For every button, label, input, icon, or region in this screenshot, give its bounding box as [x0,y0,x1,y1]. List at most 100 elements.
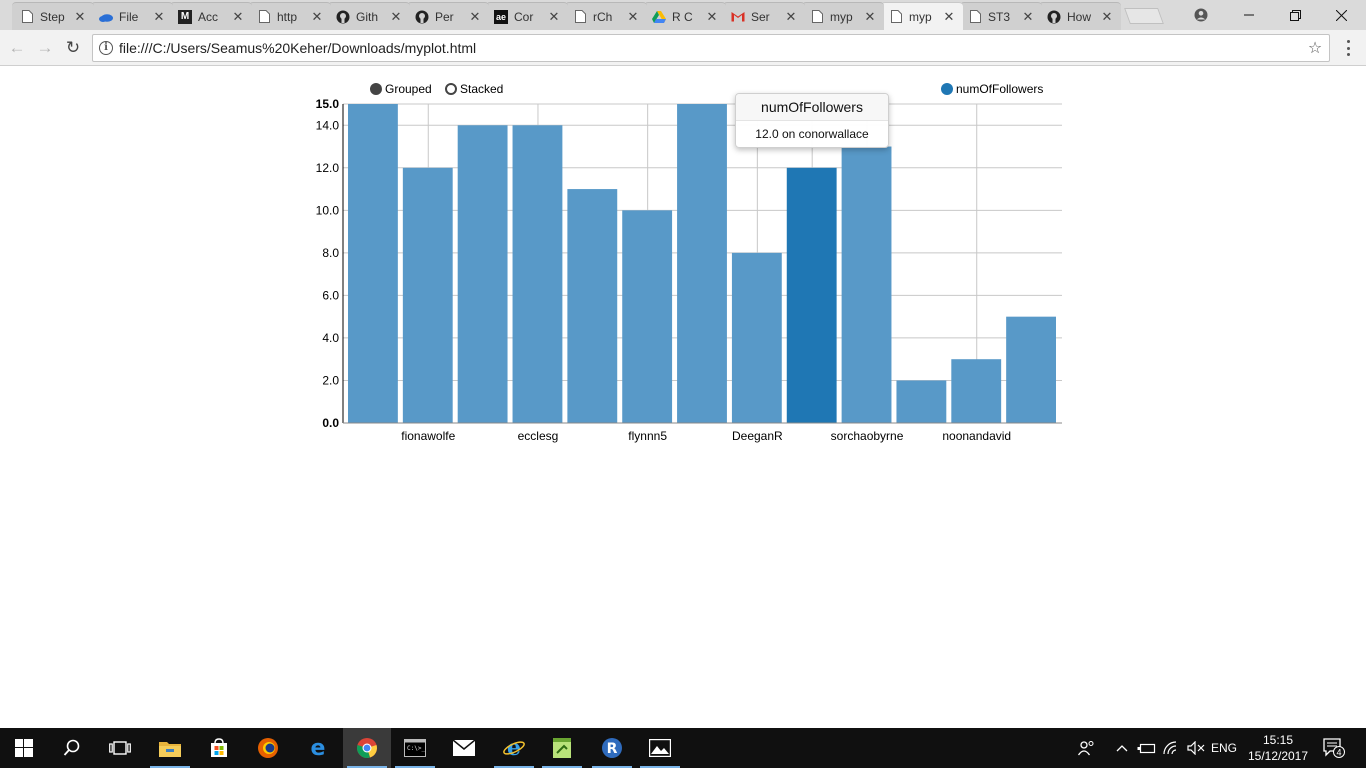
start-icon[interactable] [0,728,48,768]
store-icon[interactable] [195,728,243,768]
tab-close-icon[interactable]: ✕ [943,8,955,24]
tab-title: File [119,9,139,24]
tab-close-icon[interactable]: ✕ [1022,8,1034,24]
browser-tab[interactable]: http ✕ [249,2,331,30]
bar[interactable] [841,146,892,424]
tab-close-icon[interactable]: ✕ [153,8,165,24]
volume-muted-icon[interactable] [1184,728,1208,768]
language-indicator[interactable]: ENG [1210,741,1237,755]
address-text[interactable]: file:///C:/Users/Seamus%20Keher/Download… [119,40,477,56]
browser-tab[interactable]: rCh ✕ [565,2,647,30]
browser-tab[interactable]: myp ✕ [802,2,884,30]
ie-icon[interactable]: e [490,728,538,768]
bar[interactable] [512,125,563,424]
notification-count: 4 [1336,748,1341,758]
bar[interactable] [348,104,398,423]
legend-item-numoffollowers[interactable]: numOfFollowers [941,82,1043,96]
browser-tab[interactable]: myp ✕ [881,2,963,30]
tab-close-icon[interactable]: ✕ [74,8,86,24]
windows-taskbar: e C:\>_ e R ENG 15:15 15/12/2017 4 [0,728,1366,768]
address-bar[interactable]: i file:///C:/Users/Seamus%20Keher/Downlo… [92,34,1330,62]
profile-icon[interactable] [1178,0,1224,30]
task-view-icon[interactable] [96,728,144,768]
tab-close-icon[interactable]: ✕ [390,8,402,24]
tab-close-icon[interactable]: ✕ [706,8,718,24]
bar[interactable] [786,167,837,423]
chevron-up-icon[interactable] [1111,728,1133,768]
chrome-icon[interactable] [343,728,391,768]
tab-close-icon[interactable]: ✕ [627,8,639,24]
bookmark-star-icon[interactable]: ☆ [1307,40,1323,57]
tab-title: rCh [593,9,613,24]
page-icon [968,10,982,24]
new-tab-button[interactable] [1124,8,1164,24]
r-icon[interactable]: R [588,728,636,768]
browser-tab[interactable]: How ✕ [1039,2,1121,30]
tab-title: myp [830,9,853,24]
tab-close-icon[interactable]: ✕ [232,8,244,24]
wifi-icon[interactable] [1160,728,1184,768]
browser-menu-icon[interactable] [1340,38,1356,58]
x-tick-label: ecclesg [518,429,559,443]
bar[interactable] [457,125,508,424]
system-clock[interactable]: 15:15 15/12/2017 [1244,732,1312,764]
reload-button[interactable]: ↻ [65,38,81,57]
battery-icon[interactable] [1135,728,1159,768]
people-icon[interactable] [1073,728,1101,768]
drive-icon [652,10,666,24]
bar[interactable] [896,380,947,423]
file-explorer-icon[interactable] [146,728,194,768]
bar[interactable] [622,210,673,423]
search-icon[interactable] [48,728,96,768]
tab-close-icon[interactable]: ✕ [864,8,876,24]
y-tick-label: 0.0 [322,416,339,430]
browser-tab[interactable]: Gith ✕ [328,2,410,30]
bar[interactable] [567,189,618,423]
notepad-plus-icon[interactable] [538,728,586,768]
browser-tab[interactable]: R C ✕ [644,2,726,30]
site-info-icon[interactable]: i [93,41,119,55]
cmd-icon[interactable]: C:\>_ [391,728,439,768]
bar[interactable] [402,167,453,423]
tab-close-icon[interactable]: ✕ [1101,8,1113,24]
page-icon [257,10,271,24]
tab-close-icon[interactable]: ✕ [548,8,560,24]
y-tick-label: 4.0 [322,331,339,345]
clock-date: 15/12/2017 [1247,749,1309,763]
browser-tab[interactable]: Ser ✕ [723,2,805,30]
page-icon [20,10,34,24]
tab-close-icon[interactable]: ✕ [469,8,481,24]
close-window-button[interactable] [1318,0,1364,30]
tab-close-icon[interactable]: ✕ [311,8,323,24]
browser-tab[interactable]: Per ✕ [407,2,489,30]
browser-tab[interactable]: Step ✕ [12,2,94,30]
restore-button[interactable] [1272,0,1318,30]
back-button[interactable]: ← [8,38,26,57]
minimize-button[interactable] [1226,0,1272,30]
tab-title: Gith [356,9,379,24]
bar[interactable] [731,252,782,423]
browser-tab[interactable]: ST3 ✕ [960,2,1042,30]
firefox-icon[interactable] [244,728,292,768]
edge-icon[interactable]: e [294,728,342,768]
tab-title: Step [40,9,65,24]
tab-close-icon[interactable]: ✕ [785,8,797,24]
notification-center-icon[interactable]: 4 [1320,728,1348,768]
browser-tab[interactable]: ae Cor ✕ [486,2,568,30]
bar[interactable] [677,104,727,423]
browser-tab[interactable]: M Acc ✕ [170,2,252,30]
tab-title: Per [435,9,454,24]
svg-text:e: e [311,737,326,759]
bar[interactable] [951,359,1002,423]
forward-button[interactable]: → [36,38,54,57]
grouped-label: Grouped [385,82,432,96]
photos-icon[interactable] [636,728,684,768]
mail-icon[interactable] [440,728,488,768]
github-icon [1047,10,1061,24]
bar[interactable] [1006,316,1056,423]
browser-tab[interactable]: File ✕ [91,2,173,30]
grouped-control[interactable]: Grouped [370,82,432,96]
stacked-control[interactable]: Stacked [445,82,503,96]
svg-text:C:\>_: C:\>_ [407,745,425,752]
page-icon [573,10,587,24]
